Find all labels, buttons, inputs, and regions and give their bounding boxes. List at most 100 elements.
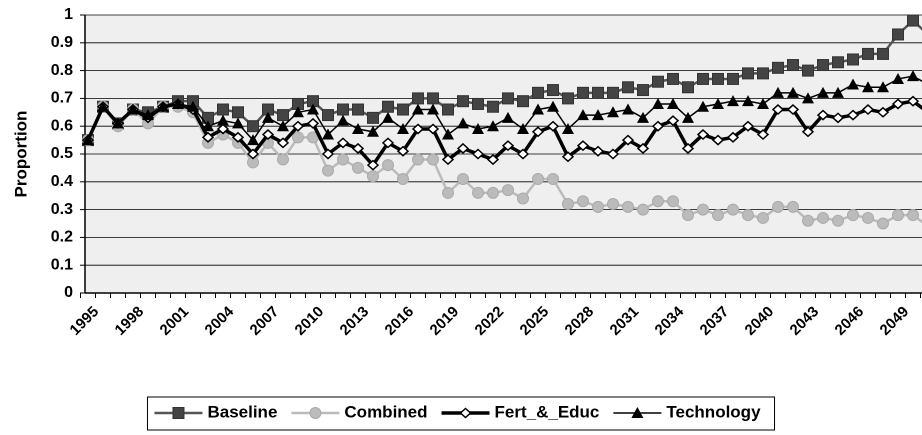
data-point [172, 97, 184, 109]
data-point [772, 86, 784, 98]
data-point [247, 134, 259, 146]
x-tick-label: 2013 [337, 303, 373, 339]
data-point [667, 97, 679, 109]
data-point [127, 103, 139, 115]
y-tick-label: 0.8 [51, 62, 73, 79]
data-point [592, 86, 604, 99]
y-tick-label: 0.9 [51, 34, 73, 51]
data-point [352, 122, 364, 134]
legend: Baseline Combined Fert_&_Educ Technology [146, 396, 776, 431]
data-point [442, 128, 454, 140]
data-point [352, 161, 364, 174]
data-point [786, 104, 800, 116]
data-point [291, 120, 305, 132]
data-point [426, 123, 440, 135]
data-point [741, 120, 755, 132]
data-point [892, 209, 904, 222]
y-axis-title: Proportion [11, 111, 30, 198]
data-point [621, 134, 635, 146]
legend-label: Fert_&_Educ [495, 402, 600, 421]
data-point [712, 97, 724, 109]
data-point [501, 140, 515, 152]
data-point [232, 117, 244, 129]
data-point [756, 129, 770, 141]
data-point [906, 95, 920, 107]
data-point [276, 137, 290, 149]
data-point [397, 103, 409, 116]
data-point [757, 211, 769, 224]
data-point [742, 67, 754, 80]
data-point [202, 120, 214, 132]
data-point [442, 186, 454, 199]
data-point [231, 131, 245, 143]
data-point [397, 173, 409, 186]
data-point [457, 117, 469, 129]
data-point [606, 148, 620, 160]
data-point [802, 92, 814, 104]
data-point [622, 81, 634, 94]
data-point [277, 153, 289, 166]
data-point [367, 125, 379, 137]
data-point [516, 148, 530, 160]
data-point [907, 209, 919, 222]
data-point [112, 117, 124, 129]
x-tick-label: 2034 [652, 303, 688, 339]
plot-series [81, 14, 922, 230]
x-tick-label: 2025 [517, 303, 553, 339]
y-tick-label: 0.1 [51, 256, 73, 273]
x-tick-label: 2001 [157, 303, 193, 339]
data-point [862, 47, 874, 60]
data-point [607, 198, 619, 211]
data-point [607, 86, 619, 99]
data-point [801, 126, 815, 138]
data-point [442, 103, 454, 116]
data-point [696, 129, 710, 141]
data-point [637, 203, 649, 216]
data-point [757, 97, 769, 109]
legend-marker [172, 407, 185, 419]
data-point [697, 72, 709, 85]
data-point [907, 14, 919, 27]
legend-label: Baseline [207, 402, 277, 421]
data-point [412, 153, 424, 166]
data-point [652, 195, 664, 208]
data-point [502, 111, 514, 123]
data-point [531, 126, 545, 138]
data-point [322, 164, 334, 177]
data-point [757, 67, 769, 80]
data-point [396, 145, 410, 157]
data-point [472, 122, 484, 134]
data-point [487, 100, 499, 113]
data-point [787, 200, 799, 213]
y-tick-label: 0.2 [51, 229, 73, 246]
data-point [562, 122, 574, 134]
data-point [592, 200, 604, 213]
data-point [382, 111, 394, 123]
data-point [892, 72, 904, 84]
x-tick-label: 1995 [67, 303, 103, 339]
data-point [411, 123, 425, 135]
data-point [517, 192, 529, 205]
data-point [591, 145, 605, 157]
data-point [862, 81, 874, 93]
data-point [562, 92, 574, 105]
data-point [637, 84, 649, 97]
data-point [366, 159, 380, 171]
data-point [486, 154, 500, 166]
data-point [577, 86, 589, 99]
data-point [847, 53, 859, 66]
data-point [682, 209, 694, 222]
data-point [742, 209, 754, 222]
data-point [367, 111, 379, 124]
data-point [322, 128, 334, 140]
data-point [817, 59, 829, 72]
data-point [292, 106, 304, 118]
data-point [802, 214, 814, 227]
data-point [427, 92, 439, 105]
data-point [277, 109, 289, 122]
legend-marker [631, 407, 644, 418]
data-point [217, 114, 229, 126]
data-point [427, 153, 439, 166]
data-point [892, 28, 904, 41]
y-tick-label: 0.4 [51, 173, 73, 190]
